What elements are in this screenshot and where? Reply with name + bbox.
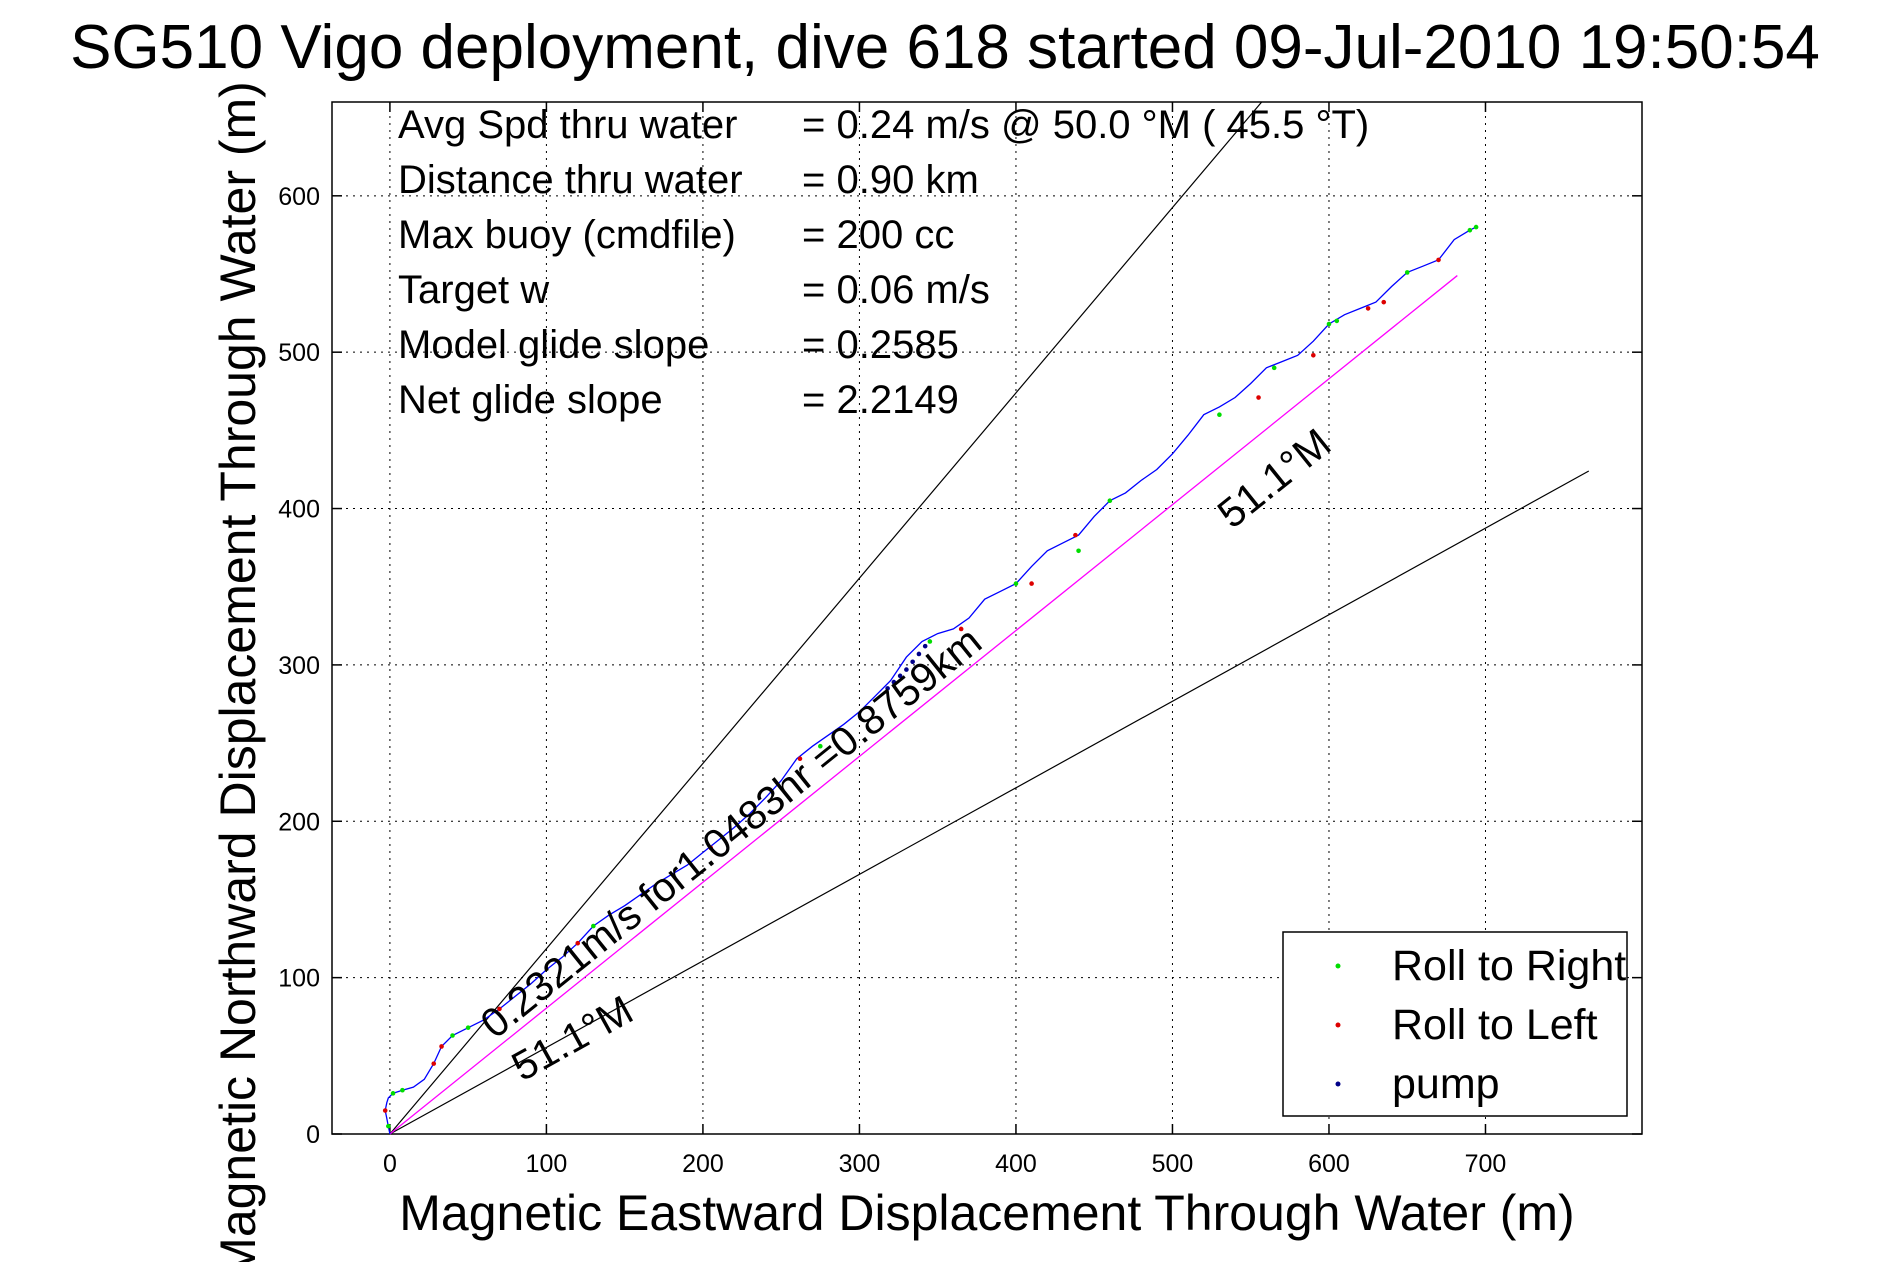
stat-label-5: Net glide slope (398, 378, 663, 422)
point-roll-to-left (958, 626, 964, 632)
legend-label-roll-right: Roll to Right (1392, 942, 1626, 990)
stat-label-2: Max buoy (cmdfile) (398, 213, 736, 257)
point-roll-to-right (818, 743, 823, 749)
point-roll-to-left (1256, 395, 1261, 400)
x-axis-title: Magnetic Eastward Displacement Through W… (399, 1185, 1574, 1241)
legend: Roll to Right Roll to Left pump (1282, 931, 1628, 1117)
guide-line-1 (389, 470, 1590, 1135)
point-roll-to-right (1334, 318, 1340, 324)
x-tick-label: 100 (526, 1150, 568, 1178)
grid (332, 102, 1642, 1135)
y-tick-label: 600 (278, 183, 320, 211)
guide-line-0 (389, 101, 1263, 1135)
point-roll-to-right (1467, 227, 1473, 233)
point-roll-to-left (382, 1108, 388, 1113)
point-pump (885, 686, 890, 691)
legend-marker-pump (1335, 1081, 1341, 1087)
y-axis-title: Magnetic Northward Displacement Through … (210, 81, 266, 1262)
stat-value-5: = 2.2149 (802, 378, 959, 422)
x-tick-label: 700 (1465, 1150, 1507, 1178)
legend-label-roll-left: Roll to Left (1392, 1001, 1598, 1049)
point-pump (910, 659, 915, 665)
point-roll-to-right (1473, 224, 1479, 230)
point-pump (922, 643, 928, 649)
point-roll-to-right (1107, 498, 1113, 504)
point-roll-to-right (1271, 365, 1277, 371)
point-roll-to-right (450, 1033, 455, 1038)
point-roll-to-right (927, 639, 933, 644)
y-tick-label: 0 (306, 1121, 320, 1149)
axis-ticks: 0 100 200 300 400 500 600 700 0 100 200 300 400 500 60… (278, 102, 1642, 1178)
point-roll-to-right (390, 1091, 396, 1096)
stats-block: Avg Spd thru water = 0.24 m/s @ 50.0 °M … (398, 103, 1369, 422)
x-tick-label: 600 (1308, 1150, 1350, 1178)
point-roll-to-right (400, 1087, 405, 1093)
x-tick-label: 500 (1152, 1150, 1194, 1178)
stat-value-1: = 0.90 km (802, 158, 979, 202)
legend-label-pump: pump (1392, 1060, 1500, 1108)
chart-title: SG510 Vigo deployment, dive 618 started … (70, 13, 1820, 82)
point-roll-to-left (708, 845, 714, 851)
point-roll-to-left (431, 1061, 437, 1066)
point-pump (916, 651, 922, 657)
point-pump (904, 667, 909, 672)
point-roll-to-left (439, 1044, 444, 1049)
point-roll-to-right (1076, 548, 1081, 554)
point-roll-to-left (1381, 299, 1387, 305)
stat-value-0: = 0.24 m/s @ 50.0 °M ( 45.5 °T) (802, 103, 1369, 147)
legend-marker-roll-right (1335, 963, 1341, 969)
y-tick-label: 500 (278, 339, 320, 367)
mean-track-line (389, 275, 1458, 1135)
y-tick-label: 100 (278, 965, 320, 993)
stat-label-4: Model glide slope (398, 323, 709, 367)
stat-label-0: Avg Spd thru water (398, 103, 737, 147)
legend-box (1282, 931, 1628, 1117)
point-roll-to-left (497, 1006, 502, 1012)
stat-label-3: Target w (398, 268, 549, 312)
point-roll-to-left (575, 940, 581, 946)
stat-value-2: = 200 cc (802, 213, 954, 257)
stat-value-4: = 0.2585 (802, 323, 959, 367)
point-roll-to-right (1013, 581, 1019, 586)
legend-marker-roll-left (1335, 1022, 1341, 1028)
stat-label-1: Distance thru water (398, 158, 743, 202)
x-tick-label: 0 (383, 1150, 397, 1178)
point-roll-to-right (386, 1123, 391, 1129)
point-roll-to-right (1326, 321, 1332, 327)
y-tick-label: 300 (278, 652, 320, 680)
point-roll-to-left (1311, 353, 1316, 358)
point-roll-to-left (1436, 257, 1441, 263)
y-tick-label: 400 (278, 496, 320, 524)
point-roll-to-right (591, 923, 596, 929)
point-roll-to-left (1365, 306, 1371, 311)
point-roll-to-left (1029, 581, 1034, 586)
point-roll-to-left (797, 756, 803, 762)
point-roll-to-right (465, 1025, 471, 1030)
guide-lines (389, 101, 1590, 1135)
point-roll-to-right (1404, 270, 1410, 275)
stat-value-3: = 0.06 m/s (802, 268, 990, 312)
y-tick-label: 200 (278, 808, 320, 836)
x-tick-label: 300 (839, 1150, 881, 1178)
point-roll-to-left (1073, 532, 1078, 538)
series-layer (382, 224, 1479, 1135)
point-roll-to-right (1217, 412, 1222, 418)
x-tick-label: 400 (995, 1150, 1037, 1178)
x-tick-label: 200 (682, 1150, 724, 1178)
point-pump (897, 673, 903, 679)
point-pump (891, 679, 897, 685)
